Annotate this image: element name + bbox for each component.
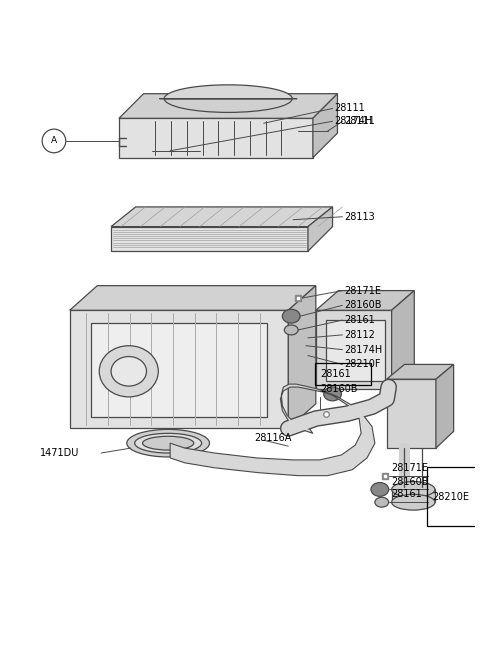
Text: 28161: 28161 xyxy=(392,489,422,499)
Polygon shape xyxy=(159,85,297,99)
Polygon shape xyxy=(111,227,308,252)
Polygon shape xyxy=(119,94,337,119)
Polygon shape xyxy=(387,364,454,379)
Polygon shape xyxy=(308,207,333,252)
Polygon shape xyxy=(70,286,316,310)
Ellipse shape xyxy=(135,434,202,453)
Text: 28111: 28111 xyxy=(335,103,365,113)
Circle shape xyxy=(42,129,66,153)
Polygon shape xyxy=(70,310,288,428)
Text: 28174H: 28174H xyxy=(344,345,383,354)
Polygon shape xyxy=(313,94,337,158)
Polygon shape xyxy=(387,379,436,448)
Text: 28210F: 28210F xyxy=(344,360,381,369)
Ellipse shape xyxy=(282,309,300,323)
Ellipse shape xyxy=(375,497,389,507)
Ellipse shape xyxy=(371,483,389,496)
Polygon shape xyxy=(280,384,337,434)
Text: 28116A: 28116A xyxy=(254,433,291,443)
Polygon shape xyxy=(436,364,454,448)
Text: 28171E: 28171E xyxy=(392,463,429,473)
Text: 28174H: 28174H xyxy=(335,117,373,126)
Text: 28160B: 28160B xyxy=(320,384,357,394)
Ellipse shape xyxy=(324,387,341,401)
Polygon shape xyxy=(119,119,313,158)
Polygon shape xyxy=(91,323,266,417)
Polygon shape xyxy=(288,286,316,428)
Text: 28160B: 28160B xyxy=(344,301,382,310)
Text: 28210E: 28210E xyxy=(432,493,469,502)
Ellipse shape xyxy=(127,430,209,457)
Polygon shape xyxy=(392,291,414,389)
Text: 1471DU: 1471DU xyxy=(40,448,80,458)
Ellipse shape xyxy=(392,495,435,510)
Ellipse shape xyxy=(143,436,194,450)
Text: 28111: 28111 xyxy=(344,117,375,126)
Text: 28160B: 28160B xyxy=(392,477,429,487)
Ellipse shape xyxy=(111,356,146,386)
Text: A: A xyxy=(51,136,57,145)
Text: 28112: 28112 xyxy=(344,330,375,340)
Polygon shape xyxy=(316,291,414,310)
Polygon shape xyxy=(111,207,333,227)
Text: 28161: 28161 xyxy=(344,315,375,325)
Ellipse shape xyxy=(99,346,158,397)
Text: 28161: 28161 xyxy=(320,369,350,379)
Polygon shape xyxy=(316,310,392,389)
Text: 28171E: 28171E xyxy=(344,286,382,295)
Ellipse shape xyxy=(284,325,298,335)
Polygon shape xyxy=(170,394,375,476)
Text: 28113: 28113 xyxy=(344,212,375,222)
Polygon shape xyxy=(325,320,385,381)
Ellipse shape xyxy=(392,481,435,497)
Polygon shape xyxy=(392,489,435,502)
